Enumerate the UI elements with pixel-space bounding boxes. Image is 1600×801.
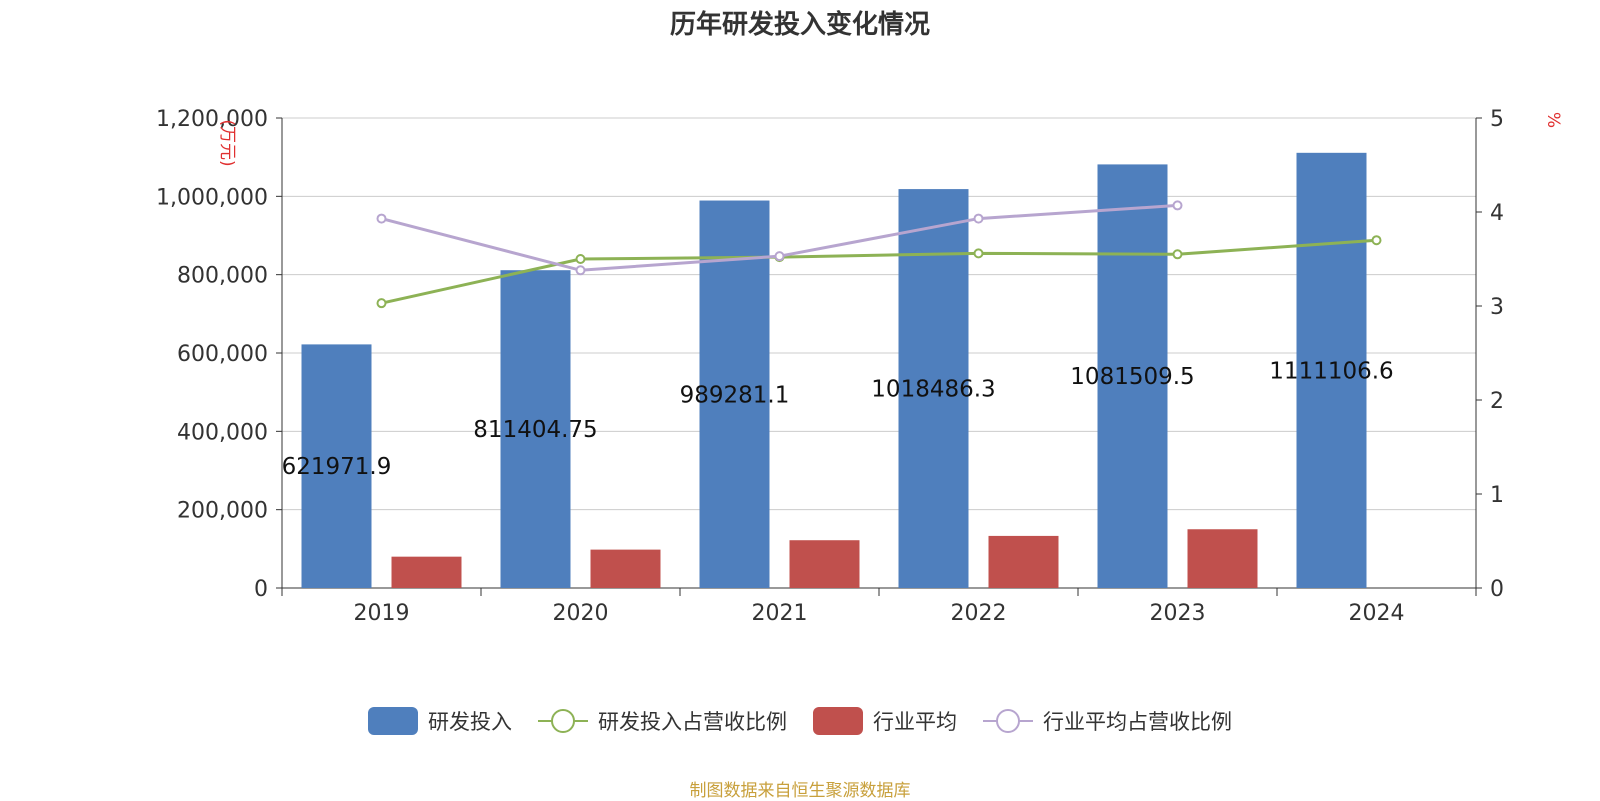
bar-industry-average [391, 556, 462, 588]
point-industry-ratio [1172, 200, 1183, 211]
x-tick-label: 2019 [354, 601, 410, 626]
legend-label-rd-ratio: 研发投入占营收比例 [598, 710, 787, 734]
data-label-rd-investment: 1111106.6 [1269, 358, 1393, 384]
x-tick-label: 2021 [752, 601, 808, 626]
y-right-axis-label: % [1543, 112, 1563, 128]
y-right-tick-label: 2 [1490, 389, 1504, 414]
data-label-rd-investment: 1018486.3 [871, 377, 995, 403]
point-rd-ratio [973, 248, 984, 259]
legend-swatch-industry-average [813, 707, 863, 735]
bar-rd-investment [699, 200, 770, 589]
bar-industry-average [789, 540, 860, 588]
y-right-tick-label: 4 [1490, 201, 1504, 226]
y-left-tick-label: 800,000 [177, 264, 268, 289]
legend-item-industry-ratio[interactable]: 行业平均占营收比例 [983, 706, 1232, 736]
point-rd-ratio [1172, 249, 1183, 260]
bar-industry-average [1187, 529, 1258, 588]
legend-item-industry-average[interactable]: 行业平均 [813, 706, 957, 736]
legend-swatch-rd-ratio [538, 707, 588, 735]
point-rd-ratio [376, 298, 387, 309]
point-industry-ratio [973, 213, 984, 224]
data-label-rd-investment: 1081509.5 [1070, 364, 1194, 390]
legend-swatch-rd-investment [368, 707, 418, 735]
bar-rd-investment [1296, 152, 1367, 588]
bar-rd-investment [500, 270, 571, 588]
y-left-tick-label: 200,000 [177, 499, 268, 524]
y-right-tick-label: 0 [1490, 577, 1504, 602]
legend-label-industry-average: 行业平均 [873, 710, 957, 734]
y-right-tick-label: 1 [1490, 483, 1504, 508]
point-industry-ratio [376, 213, 387, 224]
y-right-tick-label: 5 [1490, 107, 1504, 132]
legend-item-rd-ratio[interactable]: 研发投入占营收比例 [538, 706, 787, 736]
x-tick-label: 2020 [553, 601, 609, 626]
x-tick-label: 2023 [1150, 601, 1206, 626]
legend-label-rd-investment: 研发投入 [428, 710, 512, 734]
data-label-rd-investment: 811404.75 [473, 417, 597, 443]
point-rd-ratio [1371, 235, 1382, 246]
y-left-tick-label: 0 [254, 577, 268, 602]
point-industry-ratio [575, 265, 586, 276]
bar-rd-investment [301, 344, 372, 588]
y-left-tick-label: 1,000,000 [156, 185, 268, 210]
y-left-tick-label: 600,000 [177, 342, 268, 367]
y-left-tick-label: 400,000 [177, 420, 268, 445]
x-tick-label: 2022 [951, 601, 1007, 626]
data-source-note: 制图数据来自恒生聚源数据库 [689, 781, 911, 801]
bar-industry-average [590, 549, 661, 588]
legend-swatch-industry-ratio [983, 707, 1033, 735]
legend-item-rd-investment[interactable]: 研发投入 [368, 706, 512, 736]
point-rd-ratio [575, 254, 586, 264]
bar-industry-average [988, 535, 1059, 588]
line-rd-ratio [381, 238, 1377, 305]
y-left-axis-label: (万元) [217, 119, 237, 166]
bar-rd-investment [1097, 164, 1168, 588]
y-right-tick-label: 3 [1490, 295, 1504, 320]
legend-label-industry-ratio: 行业平均占营收比例 [1043, 710, 1232, 734]
y-left-tick-label: 1,200,000 [156, 107, 268, 132]
data-label-rd-investment: 989281.1 [680, 382, 790, 408]
data-label-rd-investment: 621971.9 [282, 454, 392, 480]
point-industry-ratio [774, 251, 785, 262]
x-tick-label: 2024 [1349, 601, 1405, 626]
chart-title: 历年研发投入变化情况 [669, 10, 930, 40]
chart-legend: 研发投入 研发投入占营收比例 行业平均 行业平均占营收比例 [0, 704, 1600, 738]
